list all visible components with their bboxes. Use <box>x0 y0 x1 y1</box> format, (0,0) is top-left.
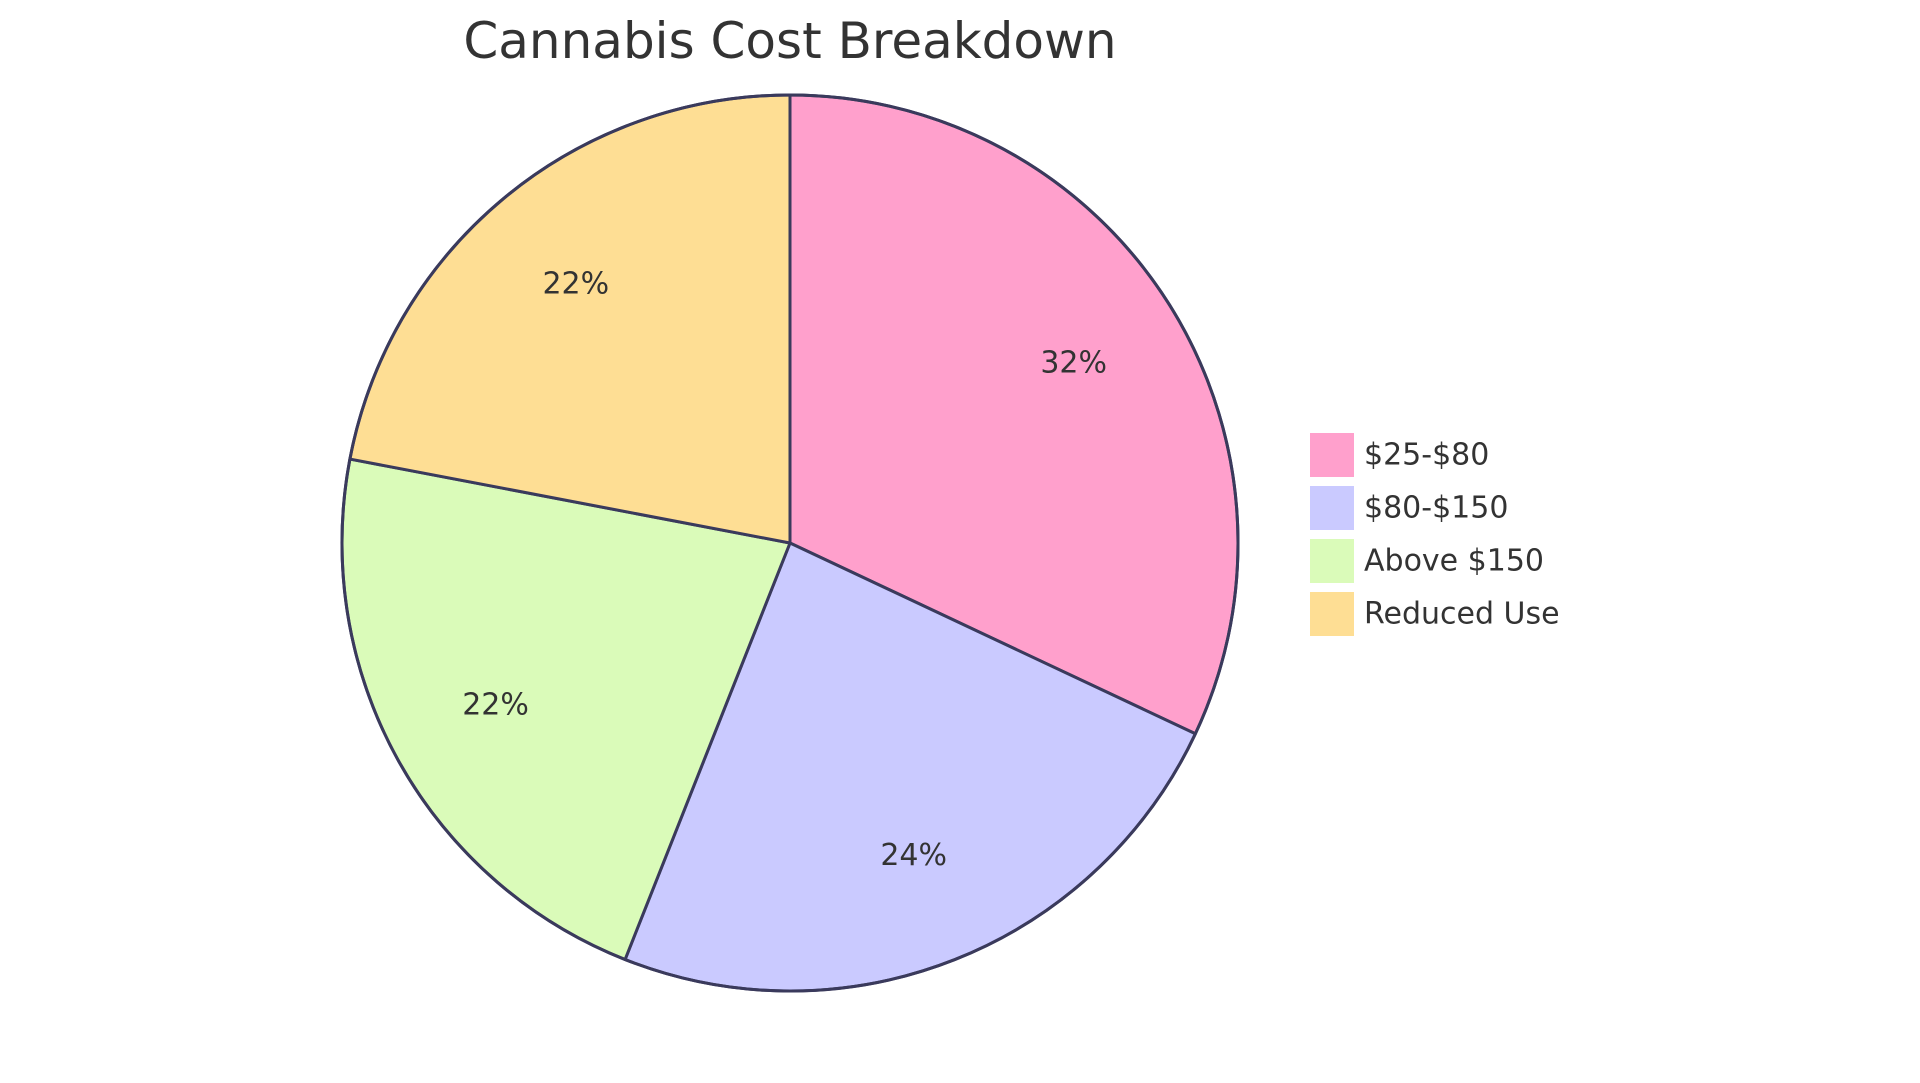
legend-label-above-150: Above $150 <box>1364 544 1544 579</box>
legend-swatch-80-150 <box>1310 486 1354 530</box>
pie-slices <box>340 93 1240 993</box>
legend-swatch-reduced-use <box>1310 592 1354 636</box>
legend-swatch-25-80 <box>1310 433 1354 477</box>
legend-label-80-150: $80-$150 <box>1364 491 1508 526</box>
legend-swatch-above-150 <box>1310 539 1354 583</box>
slice-label-25-80: 32% <box>1040 345 1107 380</box>
chart-title: Cannabis Cost Breakdown <box>463 12 1116 70</box>
legend-item-25-80: $25-$80 <box>1310 433 1489 477</box>
legend: $25-$80 $80-$150 Above $150 Reduced Use <box>1310 433 1560 636</box>
slice-label-80-150: 24% <box>880 838 947 873</box>
legend-item-above-150: Above $150 <box>1310 539 1544 583</box>
legend-item-reduced-use: Reduced Use <box>1310 592 1560 636</box>
pie-outline <box>340 93 1240 993</box>
legend-label-reduced-use: Reduced Use <box>1364 597 1560 632</box>
pie-slice-labels: 32% 24% 22% 22% <box>462 267 1107 873</box>
slice-label-reduced-use: 22% <box>542 267 609 302</box>
slice-label-above-150: 22% <box>462 687 529 722</box>
legend-label-25-80: $25-$80 <box>1364 438 1489 473</box>
legend-item-80-150: $80-$150 <box>1310 486 1508 530</box>
